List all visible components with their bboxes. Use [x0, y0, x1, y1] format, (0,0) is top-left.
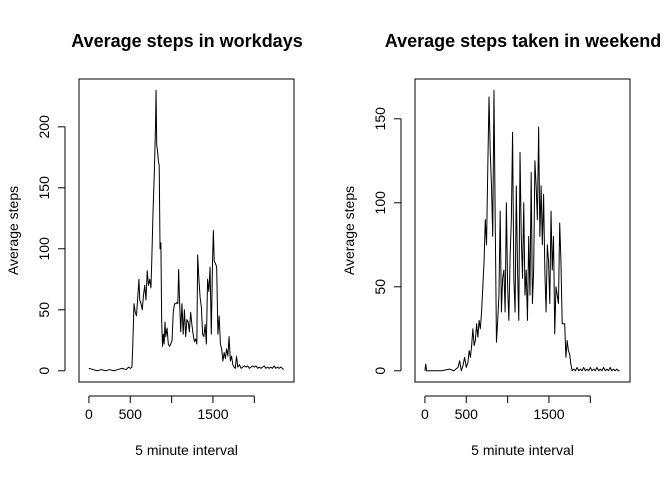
chart-title: Average steps taken in weekend	[385, 31, 661, 51]
x-tick-label: 0	[85, 406, 93, 422]
y-tick-label: 50	[372, 279, 388, 295]
y-tick-label: 0	[372, 367, 388, 375]
y-tick-label: 0	[36, 367, 52, 375]
x-axis-label: 5 minute interval	[471, 442, 574, 458]
x-tick-label: 1500	[533, 406, 564, 422]
y-tick-label: 50	[36, 302, 52, 318]
y-axis-label: Average steps	[5, 186, 21, 275]
x-tick-label: 500	[455, 406, 479, 422]
series-line	[424, 89, 620, 372]
chart-workdays: Average steps in workdays 0 500 1500 0 50 10…	[5, 31, 303, 458]
y-tick-label: 100	[36, 237, 52, 261]
y-tick-label: 100	[372, 191, 388, 215]
y-tick-label: 150	[36, 176, 52, 200]
x-tick-label: 0	[421, 406, 429, 422]
chart-title: Average steps in workdays	[71, 31, 302, 51]
y-tick-label: 150	[372, 107, 388, 131]
y-axis-label: Average steps	[341, 186, 357, 275]
plot-frame	[414, 78, 631, 383]
x-axis-label: 5 minute interval	[135, 442, 238, 458]
chart-weekend: Average steps taken in weekend 0 500 1500 …	[341, 31, 661, 458]
plot-frame	[78, 78, 295, 383]
y-tick-label: 200	[36, 115, 52, 139]
x-tick-label: 1500	[197, 406, 228, 422]
x-tick-label: 500	[119, 406, 143, 422]
series-line	[88, 89, 285, 372]
